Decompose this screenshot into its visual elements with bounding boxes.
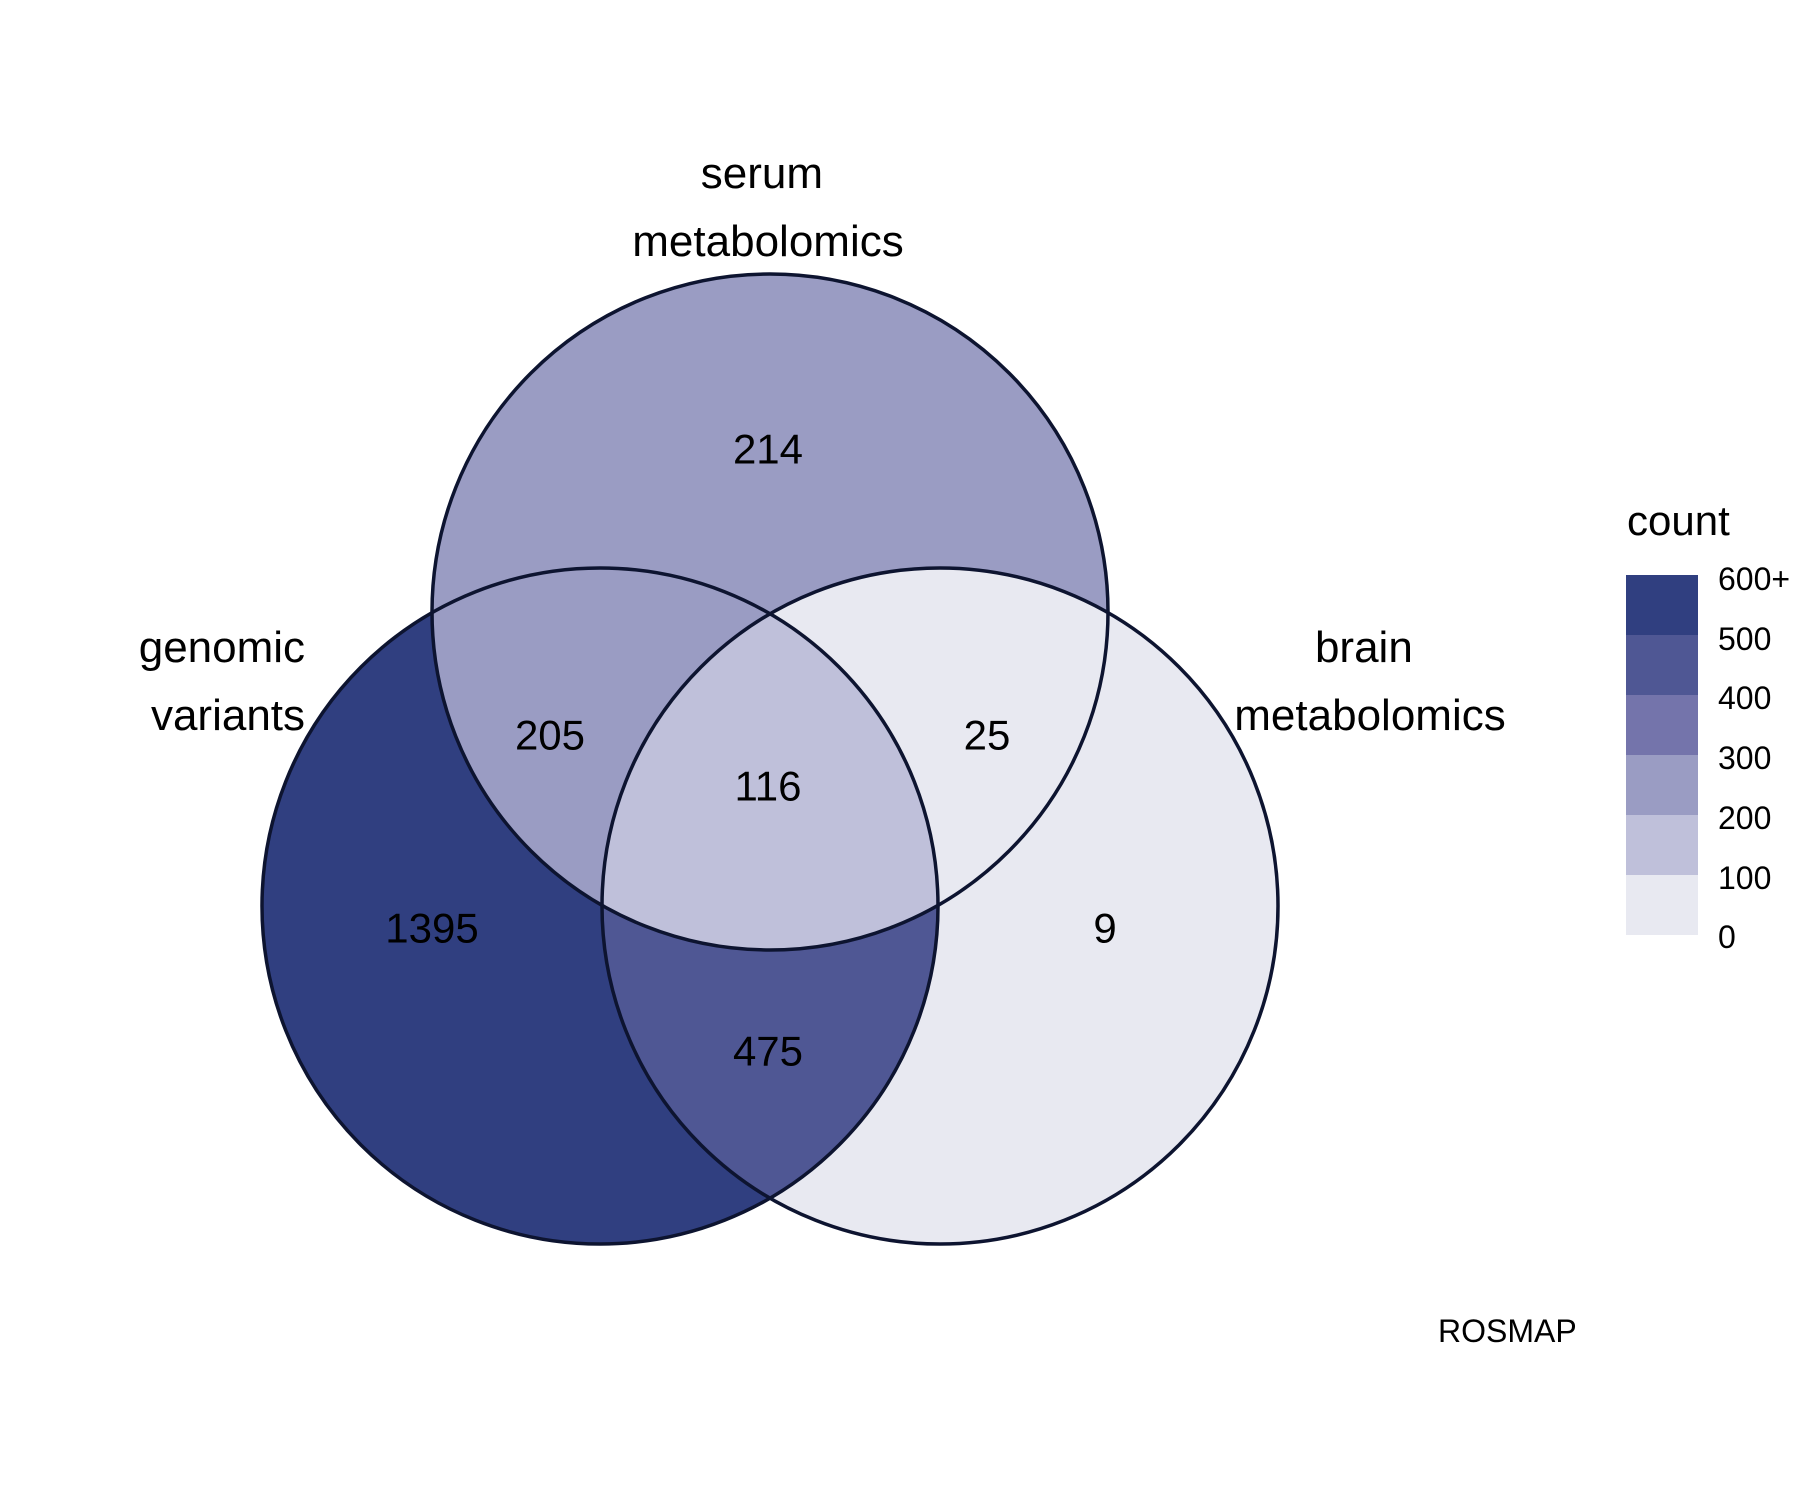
count-brain-only: 9 — [1093, 905, 1116, 952]
legend-tick-label: 200 — [1718, 800, 1771, 836]
legend-tick-label: 400 — [1718, 680, 1771, 716]
legend-color-bin — [1626, 875, 1698, 935]
legend-title: count — [1627, 497, 1730, 544]
legend-tick-label: 600+ — [1718, 561, 1790, 597]
legend-color-bin — [1626, 815, 1698, 875]
set-label-line: brain — [1315, 623, 1413, 672]
set-label-line: variants — [151, 691, 305, 740]
legend-tick-label: 500 — [1718, 621, 1771, 657]
set-label-brain: brain metabolomics — [1234, 623, 1505, 740]
legend-color-bin — [1626, 575, 1698, 635]
legend-tick-label: 100 — [1718, 860, 1771, 896]
legend-tick-label: 300 — [1718, 740, 1771, 776]
legend-tick-label: 0 — [1718, 919, 1736, 955]
legend-color-bin — [1626, 755, 1698, 815]
set-label-line: metabolomics — [632, 217, 903, 266]
legend: count 600+ 500 400 300 200 100 0 — [1626, 497, 1790, 955]
count-genomic-only: 1395 — [385, 905, 478, 952]
count-serum-brain: 25 — [964, 712, 1011, 759]
count-genomic-brain: 475 — [733, 1028, 803, 1075]
set-label-line: serum — [701, 149, 823, 198]
count-serum-only: 214 — [733, 426, 803, 473]
legend-color-bin — [1626, 695, 1698, 755]
set-outline-brain — [600, 566, 1280, 1246]
set-label-genomic: genomic variants — [139, 623, 318, 740]
set-label-serum: serum metabolomics — [632, 149, 903, 266]
set-label-line: metabolomics — [1234, 691, 1505, 740]
count-all-three: 116 — [735, 763, 802, 810]
legend-color-bin — [1626, 635, 1698, 695]
count-genomic-serum: 205 — [515, 712, 585, 759]
caption: ROSMAP — [1438, 1313, 1577, 1349]
set-label-line: genomic — [139, 623, 305, 672]
region-all-three — [602, 568, 938, 950]
